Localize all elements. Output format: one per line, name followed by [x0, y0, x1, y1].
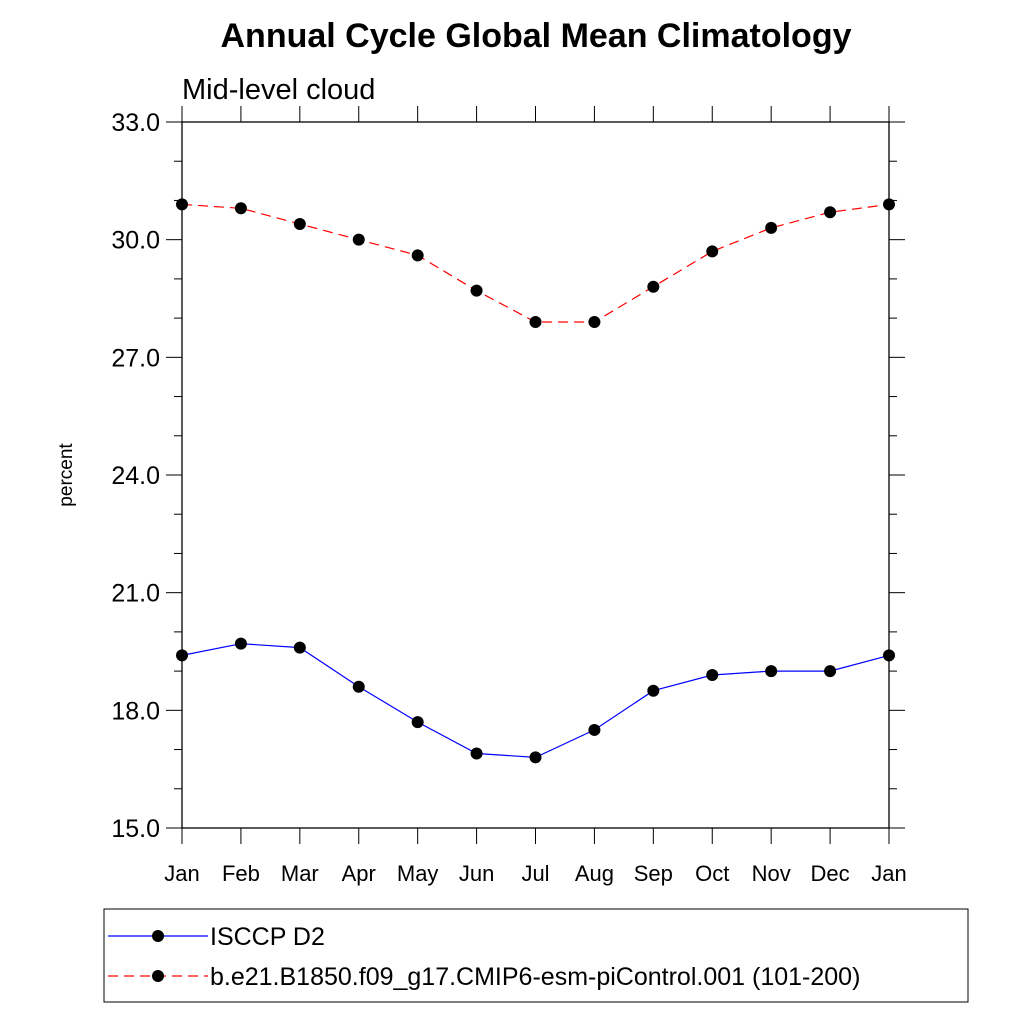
- series-0-point: [647, 684, 660, 697]
- plot-frame: [181, 121, 890, 829]
- y-tick-label: 33.0: [111, 109, 160, 137]
- chart-subtitle: Mid-level cloud: [182, 74, 375, 106]
- series-1-point: [293, 217, 306, 230]
- y-tick-label: 21.0: [111, 580, 160, 608]
- series-0-point: [765, 665, 778, 678]
- series-line-1: [181, 203, 890, 323]
- x-tick-label: Jan: [164, 861, 199, 886]
- y-axis-label: percent: [56, 443, 77, 507]
- x-tick-label: May: [397, 861, 439, 886]
- series-1-point: [352, 233, 365, 246]
- series-1-point: [647, 280, 660, 293]
- legend-box: [103, 908, 969, 1003]
- series-1-point: [706, 245, 719, 258]
- legend-label-model: b.e21.B1850.f09_g17.CMIP6-esm-piControl.…: [210, 963, 860, 991]
- y-tick-labels: 15.0 18.0 21.0 24.0 27.0 30.0 33.0: [111, 109, 160, 843]
- y-tick-label: 27.0: [111, 344, 160, 372]
- x-tick-label: Sep: [634, 861, 673, 886]
- x-tick-label: Jul: [521, 861, 549, 886]
- series-0-point: [529, 751, 542, 764]
- series-1-point: [470, 284, 483, 297]
- y-tick-label: 30.0: [111, 227, 160, 255]
- series-0-point: [824, 665, 837, 678]
- x-tick-label: Aug: [575, 861, 614, 886]
- series-0-point: [411, 716, 424, 729]
- legend-label-isccp: ISCCP D2: [210, 923, 325, 951]
- legend-marker-model: [152, 970, 164, 982]
- legend-marker-isccp: [152, 930, 164, 942]
- x-tick-label: Nov: [752, 861, 791, 886]
- x-tick-labels: Jan Feb Mar Apr May Jun Jul Aug Sep Oct Nov Dec Jan: [164, 861, 906, 886]
- y-tick-label: 18.0: [111, 697, 160, 725]
- series-0-point: [352, 680, 365, 693]
- x-tick-label: Oct: [695, 861, 729, 886]
- x-tick-label: Jan: [871, 861, 906, 886]
- x-tick-label: Dec: [811, 861, 850, 886]
- series-layer: [176, 198, 895, 764]
- series-1-point: [824, 206, 837, 219]
- series-1-point: [411, 249, 424, 262]
- x-tick-label: Feb: [222, 861, 260, 886]
- series-0-point: [588, 723, 601, 736]
- legend: ISCCP D2 b.e21.B1850.f09_g17.CMIP6-esm-p…: [103, 908, 969, 1003]
- series-0-point: [470, 747, 483, 760]
- x-tick-label: Mar: [281, 861, 319, 886]
- series-1-point: [234, 202, 247, 215]
- y-tick-label: 24.0: [111, 462, 160, 490]
- series-1-point: [529, 316, 542, 329]
- series-0-point: [706, 669, 719, 682]
- chart-title: Annual Cycle Global Mean Climatology: [221, 17, 852, 55]
- x-tick-label: Jun: [459, 861, 494, 886]
- y-tick-label: 15.0: [111, 815, 160, 843]
- series-0-point: [293, 641, 306, 654]
- series-0-point: [234, 637, 247, 650]
- axis-ticks: [166, 106, 905, 844]
- series-line-0: [181, 643, 890, 759]
- series-1-point: [588, 316, 601, 329]
- series-1-point: [765, 221, 778, 234]
- x-tick-label: Apr: [342, 861, 376, 886]
